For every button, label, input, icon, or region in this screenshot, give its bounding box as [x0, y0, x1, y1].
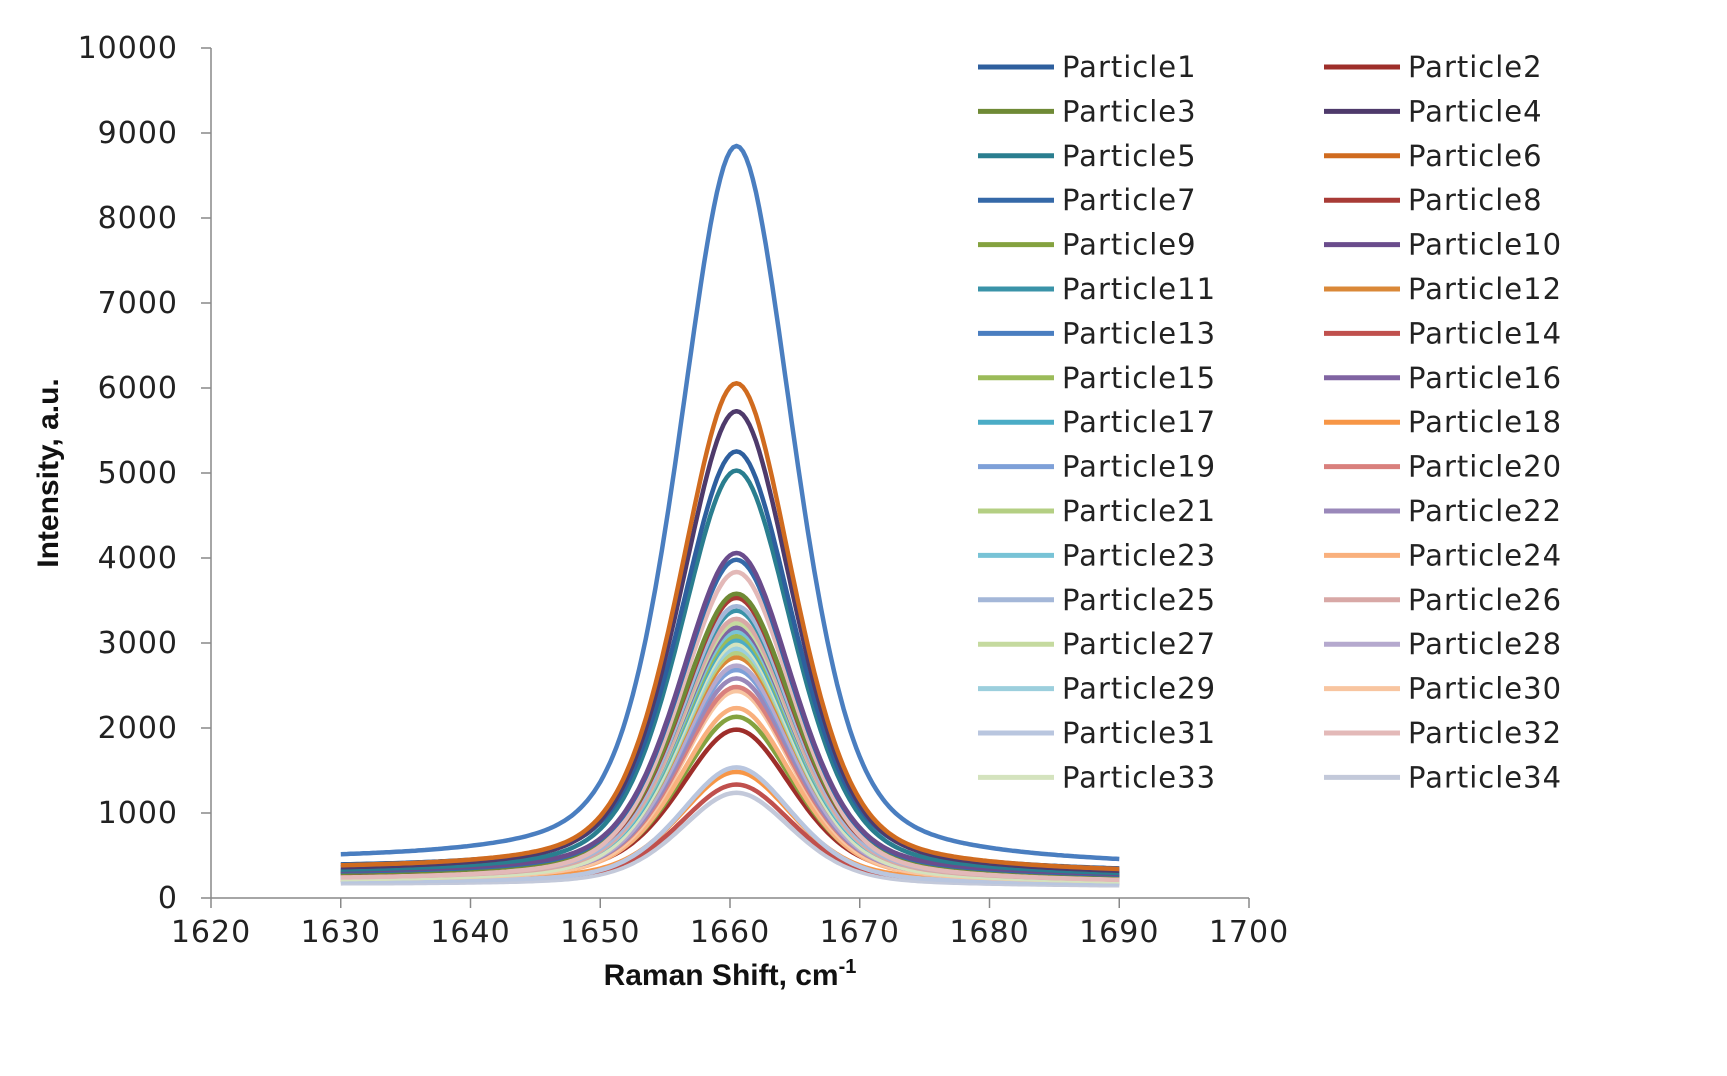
legend-label: Particle14	[1408, 316, 1562, 350]
series-line-particle9	[340, 714, 1120, 881]
legend-label: Particle24	[1408, 538, 1562, 572]
legend-label: Particle32	[1408, 716, 1562, 750]
x-axis-title: Raman Shift, cm-1	[604, 956, 857, 992]
x-tick-label: 1690	[1079, 915, 1159, 950]
legend-label: Particle27	[1062, 627, 1216, 661]
x-axis-title-superscript: -1	[839, 956, 857, 978]
y-tick-label: 9000	[98, 116, 178, 151]
legend-label: Particle9	[1062, 228, 1197, 262]
legend-label: Particle26	[1408, 583, 1562, 617]
x-tick-label: 1700	[1209, 915, 1289, 950]
y-tick-label: 8000	[98, 201, 178, 236]
legend-label: Particle2	[1408, 50, 1543, 84]
x-ticks: 1620 1630 1640 1650 1660 1670 1680 1690 1700	[171, 898, 1289, 950]
legend-label: Particle10	[1408, 228, 1562, 262]
x-tick-label: 1620	[171, 915, 251, 950]
series-line-particle31	[340, 765, 1120, 886]
x-axis-title-text: Raman Shift, cm	[604, 959, 839, 992]
legend-label: Particle11	[1062, 272, 1216, 306]
legend-label: Particle30	[1408, 672, 1562, 706]
legend-label: Particle5	[1062, 139, 1197, 173]
legend-label: Particle7	[1062, 183, 1197, 217]
y-tick-label: 1000	[98, 796, 178, 831]
legend-label: Particle13	[1062, 316, 1216, 350]
series-line-particle13	[340, 143, 1120, 862]
legend: Particle1 Particle2 Particle3 Particle4 Part…	[978, 50, 1562, 794]
legend-label: Particle20	[1408, 450, 1562, 484]
legend-label: Particle15	[1062, 361, 1216, 395]
series-line-particle6	[340, 381, 1120, 872]
series-line-particle2	[340, 727, 1120, 881]
x-tick-label: 1640	[430, 915, 510, 950]
legend-label: Particle17	[1062, 405, 1216, 439]
x-tick-label: 1680	[949, 915, 1029, 950]
legend-label: Particle1	[1062, 50, 1197, 84]
series-line-particle5	[340, 468, 1120, 876]
legend-label: Particle16	[1408, 361, 1562, 395]
series-line-particle17	[340, 638, 1120, 881]
legend-label: Particle21	[1062, 494, 1216, 528]
y-axis-title: Intensity, a.u.	[32, 378, 65, 567]
x-tick-label: 1650	[560, 915, 640, 950]
series-lines	[340, 143, 1120, 888]
legend-label: Particle34	[1408, 760, 1562, 794]
legend-label: Particle6	[1408, 139, 1543, 173]
legend-label: Particle8	[1408, 183, 1543, 217]
y-tick-label: 6000	[98, 371, 178, 406]
legend-label: Particle25	[1062, 583, 1216, 617]
y-tick-label: 5000	[98, 456, 178, 491]
x-tick-label: 1660	[690, 915, 770, 950]
legend-label: Particle29	[1062, 672, 1216, 706]
legend-label: Particle12	[1408, 272, 1562, 306]
x-tick-label: 1630	[301, 915, 381, 950]
legend-label: Particle33	[1062, 760, 1216, 794]
legend-label: Particle23	[1062, 538, 1216, 572]
legend-label: Particle22	[1408, 494, 1562, 528]
y-tick-label: 0	[158, 881, 178, 916]
y-tick-label: 7000	[98, 286, 178, 321]
legend-label: Particle18	[1408, 405, 1562, 439]
y-tick-label: 10000	[78, 31, 178, 66]
y-ticks: 0 1000 2000 3000 4000 5000 6000 7000 8000 9000 100…	[78, 31, 211, 916]
y-tick-label: 4000	[98, 541, 178, 576]
legend-label: Particle28	[1408, 627, 1562, 661]
x-tick-label: 1670	[820, 915, 900, 950]
legend-label: Particle31	[1062, 716, 1216, 750]
legend-label: Particle4	[1408, 94, 1543, 128]
y-tick-label: 2000	[98, 711, 178, 746]
y-tick-label: 3000	[98, 626, 178, 661]
plot-area: 0 1000 2000 3000 4000 5000 6000 7000 8000 9000 100…	[78, 31, 1289, 950]
legend-label: Particle3	[1062, 94, 1197, 128]
series-line-particle32	[340, 569, 1120, 883]
legend-label: Particle19	[1062, 450, 1216, 484]
